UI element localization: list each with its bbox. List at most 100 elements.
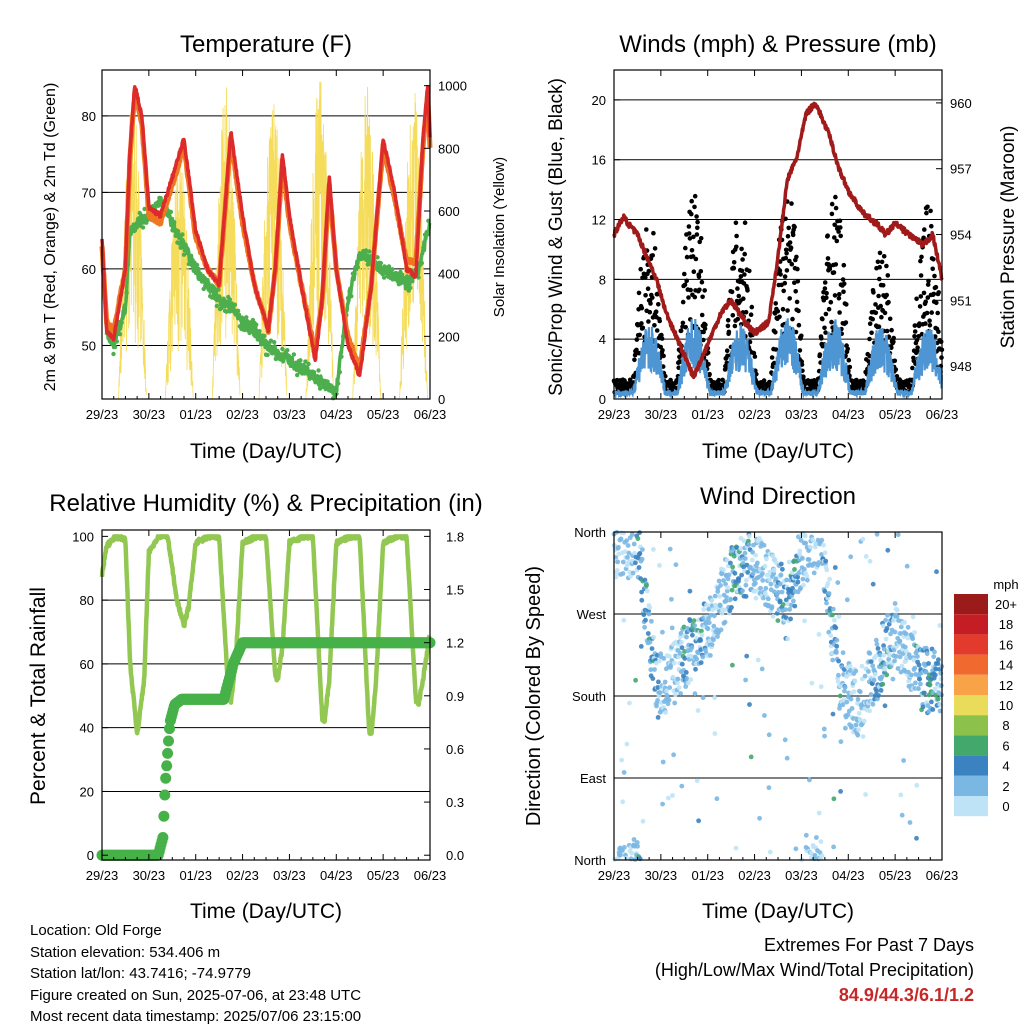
direction-point (652, 667, 657, 672)
direction-point (684, 634, 689, 640)
direction-point (642, 577, 648, 583)
direction-point (778, 581, 783, 587)
gust-point (725, 318, 731, 323)
gust-point (829, 319, 834, 325)
direction-point (935, 661, 941, 666)
temperature-ylabel-right: Solar Insolation (Yellow) (491, 157, 508, 317)
direction-point (715, 634, 720, 639)
direction-point (764, 572, 770, 578)
direction-point (866, 669, 871, 674)
direction-point (732, 596, 738, 602)
direction-point (656, 658, 662, 664)
gust-point (702, 326, 708, 331)
dewpoint-point (245, 319, 251, 325)
x-tick-label: 01/23 (691, 868, 724, 883)
direction-point (918, 681, 923, 687)
y-tick-label: 4 (599, 332, 606, 347)
gust-point (879, 314, 884, 320)
dewpoint-point (281, 353, 287, 358)
direction-point (640, 547, 645, 552)
gust-point (924, 210, 929, 216)
direction-point (853, 668, 859, 674)
direction-point (675, 680, 680, 686)
direction-point (685, 680, 691, 686)
gust-point (657, 318, 662, 324)
station-location: Location: Old Forge (30, 922, 162, 939)
direction-point (672, 692, 678, 697)
extremes-title: Extremes For Past 7 Days (763, 935, 974, 955)
gust-point (752, 354, 758, 359)
dewpoint-point (336, 381, 341, 386)
direction-point (827, 576, 832, 582)
direction-point (836, 672, 841, 678)
direction-point (810, 537, 816, 543)
gust-point (743, 309, 749, 315)
direction-point (935, 696, 941, 702)
direction-point (666, 697, 672, 703)
dewpoint-point (385, 270, 390, 275)
gust-point (822, 280, 828, 285)
gust-point (936, 290, 941, 295)
direction-point (922, 690, 927, 696)
gust-point (680, 320, 686, 326)
direction-point (657, 690, 663, 696)
direction-point (938, 676, 944, 682)
gust-point (882, 310, 888, 316)
dewpoint-point (112, 344, 118, 350)
gust-point (919, 254, 924, 260)
precip-point (164, 723, 175, 735)
direction-point (920, 704, 926, 710)
y-tick-label: 100 (72, 529, 94, 544)
dewpoint-point (303, 359, 308, 364)
dewpoint-point (132, 228, 137, 233)
direction-point (874, 688, 879, 694)
direction-point (902, 644, 908, 650)
winds-ylabel-right: Station Pressure (Maroon) (998, 126, 1019, 349)
direction-point (624, 538, 630, 543)
rh-line (99, 534, 432, 737)
gust-point (925, 295, 931, 300)
direction-point (717, 593, 723, 599)
gust-point (733, 220, 739, 226)
gust-point (925, 204, 930, 210)
direction-point (744, 577, 749, 583)
legend-swatch (954, 715, 988, 736)
direction-point (651, 547, 656, 552)
gust-point (921, 235, 926, 241)
direction-point (916, 686, 921, 692)
precip-point (157, 832, 169, 843)
recent-timestamp: Most recent data timestamp: 2025/07/06 2… (30, 1008, 362, 1025)
direction-point (689, 645, 695, 650)
direction-point (830, 657, 836, 663)
gust-point (742, 220, 748, 225)
legend-label: 18 (999, 617, 1013, 632)
gust-point (787, 258, 792, 264)
x-tick-label: 03/23 (273, 868, 306, 883)
gust-point (789, 261, 795, 267)
direction-point (913, 680, 918, 686)
direction-point (677, 650, 683, 656)
direction-point (687, 588, 693, 594)
gust-point (799, 362, 805, 367)
dewpoint-point (349, 294, 354, 299)
legend-swatch (954, 695, 988, 716)
dewpoint-point (119, 320, 124, 325)
gust-point (696, 274, 702, 280)
direction-point (831, 844, 836, 850)
direction-series (611, 529, 945, 862)
y-tick-label: 60 (82, 262, 96, 277)
dewpoint-point (142, 206, 147, 212)
direction-point (749, 557, 755, 563)
dewpoint-point (290, 363, 295, 368)
dewpoint-point (404, 274, 410, 279)
gust-point (927, 323, 933, 328)
direction-point (861, 718, 867, 724)
gust-point (742, 272, 747, 277)
dewpoint-point (131, 224, 136, 230)
direction-point (742, 556, 748, 561)
direction-point (646, 611, 652, 617)
dewpoint-point (419, 260, 424, 266)
direction-point (698, 647, 704, 652)
direction-point (877, 652, 883, 658)
direction-point (708, 612, 714, 618)
